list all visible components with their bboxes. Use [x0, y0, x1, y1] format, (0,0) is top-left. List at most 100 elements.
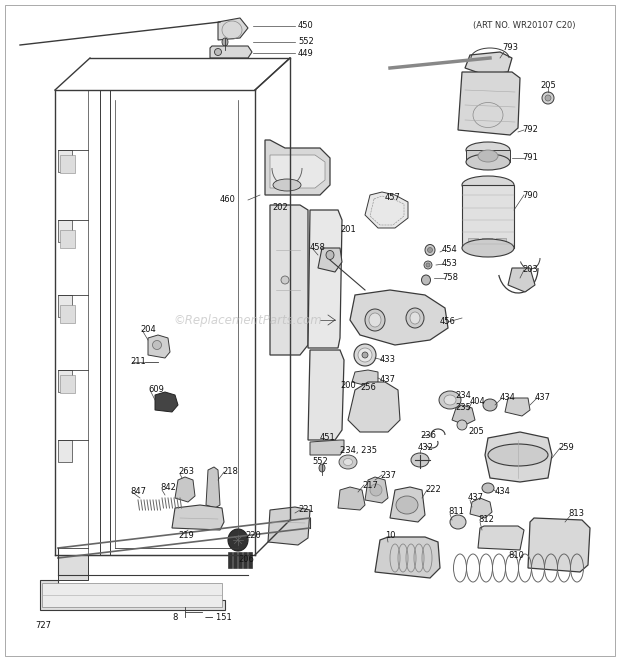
Text: 810: 810	[508, 551, 524, 559]
Polygon shape	[452, 405, 475, 425]
Text: 205: 205	[540, 81, 556, 89]
Polygon shape	[58, 295, 72, 317]
Polygon shape	[218, 18, 248, 40]
Ellipse shape	[424, 261, 432, 269]
Polygon shape	[308, 210, 342, 348]
Text: 404: 404	[470, 397, 485, 407]
Polygon shape	[270, 155, 325, 188]
Polygon shape	[210, 46, 252, 58]
Ellipse shape	[422, 275, 430, 285]
Text: 237: 237	[380, 471, 396, 479]
Polygon shape	[482, 238, 492, 248]
Ellipse shape	[273, 179, 301, 191]
Polygon shape	[42, 583, 222, 607]
Text: 222: 222	[425, 485, 441, 494]
Ellipse shape	[370, 484, 382, 496]
Ellipse shape	[462, 176, 514, 194]
Polygon shape	[268, 507, 310, 545]
Text: 791: 791	[522, 153, 538, 163]
Text: 451: 451	[320, 434, 336, 442]
Ellipse shape	[462, 239, 514, 257]
Text: 552: 552	[298, 38, 314, 46]
Text: 552: 552	[312, 457, 328, 467]
Ellipse shape	[542, 92, 554, 104]
Text: 8: 8	[172, 613, 177, 621]
Polygon shape	[365, 477, 388, 503]
Polygon shape	[58, 555, 88, 580]
Text: 236: 236	[420, 430, 436, 440]
Polygon shape	[462, 185, 514, 248]
Polygon shape	[60, 155, 75, 173]
Text: 204: 204	[140, 325, 156, 334]
Text: 217: 217	[362, 481, 378, 490]
Text: 220: 220	[245, 531, 261, 539]
Polygon shape	[350, 290, 448, 345]
Text: 219: 219	[178, 531, 193, 539]
Ellipse shape	[326, 251, 334, 260]
Text: — 151: — 151	[205, 613, 232, 621]
Polygon shape	[348, 382, 400, 432]
Polygon shape	[270, 205, 308, 355]
Ellipse shape	[457, 420, 467, 430]
Text: ©ReplacementParts.com: ©ReplacementParts.com	[174, 314, 322, 327]
Text: 234: 234	[455, 391, 471, 399]
Ellipse shape	[488, 444, 548, 466]
Polygon shape	[310, 440, 344, 455]
Text: 457: 457	[385, 192, 401, 202]
Text: 259: 259	[558, 444, 574, 453]
Polygon shape	[478, 526, 524, 550]
Polygon shape	[58, 370, 72, 392]
Text: 758: 758	[442, 274, 458, 282]
Text: 437: 437	[535, 393, 551, 403]
Text: 211: 211	[130, 358, 146, 366]
Ellipse shape	[466, 142, 510, 158]
Ellipse shape	[439, 391, 461, 409]
Ellipse shape	[281, 276, 289, 284]
Ellipse shape	[482, 483, 494, 493]
Polygon shape	[308, 350, 344, 440]
Polygon shape	[243, 552, 247, 568]
Text: 454: 454	[442, 245, 458, 254]
Ellipse shape	[425, 245, 435, 256]
Ellipse shape	[369, 313, 381, 327]
Text: 811: 811	[448, 508, 464, 516]
Ellipse shape	[362, 352, 368, 358]
Ellipse shape	[319, 464, 325, 472]
Ellipse shape	[365, 309, 385, 331]
Polygon shape	[485, 432, 552, 482]
Polygon shape	[470, 498, 492, 518]
Ellipse shape	[444, 395, 456, 405]
Polygon shape	[466, 150, 510, 162]
Ellipse shape	[343, 459, 353, 465]
Polygon shape	[265, 140, 330, 195]
Polygon shape	[233, 552, 237, 568]
Polygon shape	[60, 230, 75, 248]
Polygon shape	[238, 552, 242, 568]
Text: 460: 460	[220, 196, 236, 204]
Text: 793: 793	[502, 44, 518, 52]
Text: 433: 433	[380, 356, 396, 364]
Text: 790: 790	[522, 190, 538, 200]
Text: 202: 202	[272, 204, 288, 212]
Polygon shape	[172, 505, 224, 530]
Ellipse shape	[406, 308, 424, 328]
Ellipse shape	[478, 150, 498, 162]
Ellipse shape	[153, 340, 161, 350]
Ellipse shape	[483, 399, 497, 411]
Text: 458: 458	[310, 243, 326, 253]
Text: 263: 263	[178, 467, 194, 477]
Polygon shape	[505, 398, 530, 416]
Ellipse shape	[426, 263, 430, 267]
Polygon shape	[58, 220, 72, 242]
Text: 234, 235: 234, 235	[340, 446, 377, 455]
Text: 218: 218	[222, 467, 238, 477]
Polygon shape	[465, 52, 512, 75]
Text: 812: 812	[478, 516, 494, 524]
Text: 434: 434	[495, 488, 511, 496]
Text: 256: 256	[360, 383, 376, 393]
Polygon shape	[58, 150, 72, 172]
Text: 235: 235	[455, 403, 471, 412]
Polygon shape	[155, 392, 178, 412]
Text: 221: 221	[298, 506, 314, 514]
Text: 456: 456	[440, 317, 456, 327]
